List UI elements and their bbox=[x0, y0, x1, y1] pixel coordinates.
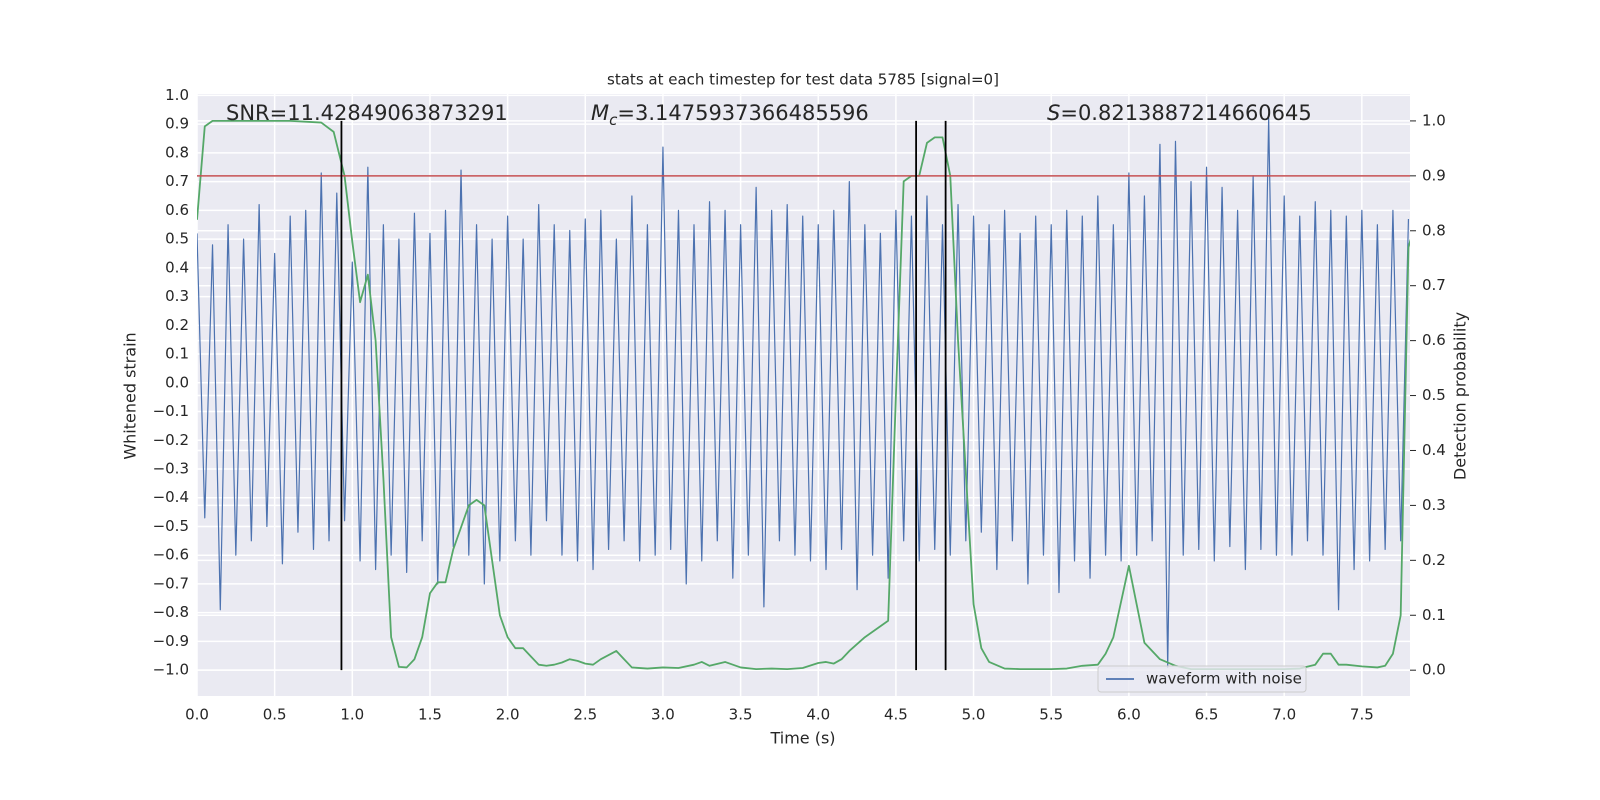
annotation: S=0.8213887214660645 bbox=[1047, 101, 1312, 125]
plot-layer bbox=[197, 117, 1410, 671]
y2-tick-label: 0.0 bbox=[1422, 661, 1446, 679]
y2-tick-label: 0.3 bbox=[1422, 496, 1446, 514]
annotation-symbol: M bbox=[591, 101, 609, 125]
x-tick-label: 5.5 bbox=[1039, 706, 1063, 724]
x-tick-label: 2.0 bbox=[496, 706, 520, 724]
y-tick-label: −0.7 bbox=[153, 574, 189, 592]
chart-title: stats at each timestep for test data 578… bbox=[607, 71, 999, 89]
y-tick-label: −0.4 bbox=[153, 488, 189, 506]
x-tick-label: 1.5 bbox=[418, 706, 442, 724]
y-tick-label: −0.1 bbox=[153, 402, 189, 420]
annotation: SNR=11.42849063873291 bbox=[226, 101, 508, 125]
y-tick-label: 0.8 bbox=[165, 143, 189, 161]
y-tick-label: −0.5 bbox=[153, 517, 189, 535]
y-axis-label: Whitened strain bbox=[121, 332, 140, 459]
y2-tick-label: 0.6 bbox=[1422, 331, 1446, 349]
y-tick-label: 0.1 bbox=[165, 345, 189, 363]
y2-axis-label: Detection probability bbox=[1451, 312, 1470, 480]
x-tick-label: 7.0 bbox=[1272, 706, 1296, 724]
annotation-text: =3.1475937366485596 bbox=[617, 101, 868, 125]
y2-tick-label: 0.4 bbox=[1422, 441, 1446, 459]
annotation-text: =0.8213887214660645 bbox=[1060, 101, 1311, 125]
x-tick-label: 5.0 bbox=[962, 706, 986, 724]
y2-tick-label: 0.7 bbox=[1422, 276, 1446, 294]
x-tick-label: 0.0 bbox=[185, 706, 209, 724]
annotation-subscript: c bbox=[609, 111, 618, 129]
y-tick-label: 0.0 bbox=[165, 373, 189, 391]
x-tick-label: 6.0 bbox=[1117, 706, 1141, 724]
y2-tick-label: 0.9 bbox=[1422, 166, 1446, 184]
x-tick-label: 3.0 bbox=[651, 706, 675, 724]
y-tick-label: 0.6 bbox=[165, 201, 189, 219]
y-tick-label: −0.2 bbox=[153, 431, 189, 449]
y-tick-label: 1.0 bbox=[165, 86, 189, 104]
x-tick-label: 3.5 bbox=[729, 706, 753, 724]
x-tick-label: 2.5 bbox=[573, 706, 597, 724]
y2-tick-label: 1.0 bbox=[1422, 111, 1446, 129]
y-tick-label: −0.9 bbox=[153, 632, 189, 650]
y-tick-label: −0.8 bbox=[153, 603, 189, 621]
legend-label: waveform with noise bbox=[1146, 670, 1302, 688]
y-tick-label: −0.3 bbox=[153, 459, 189, 477]
y-tick-label: −1.0 bbox=[153, 661, 189, 679]
legend-box bbox=[1097, 665, 1307, 693]
x-tick-label: 6.5 bbox=[1195, 706, 1219, 724]
y2-tick-label: 0.2 bbox=[1422, 551, 1446, 569]
annotation-text: SNR=11.42849063873291 bbox=[226, 101, 508, 125]
y-tick-label: −0.6 bbox=[153, 546, 189, 564]
x-tick-label: 4.5 bbox=[884, 706, 908, 724]
x-tick-label: 1.0 bbox=[340, 706, 364, 724]
annotation: Mc=3.1475937366485596 bbox=[591, 101, 869, 129]
y2-tick-label: 0.1 bbox=[1422, 606, 1446, 624]
y-tick-label: 0.5 bbox=[165, 230, 189, 248]
x-tick-label: 7.5 bbox=[1350, 706, 1374, 724]
series-line bbox=[197, 117, 1410, 668]
x-tick-label: 0.5 bbox=[263, 706, 287, 724]
annotation-symbol: S bbox=[1047, 101, 1060, 125]
y2-tick-label: 0.5 bbox=[1422, 386, 1446, 404]
y2-tick-label: 0.8 bbox=[1422, 221, 1446, 239]
y-tick-label: 0.4 bbox=[165, 258, 189, 276]
y-tick-label: 0.9 bbox=[165, 115, 189, 133]
x-axis-label: Time (s) bbox=[769, 729, 835, 748]
x-tick-label: 4.0 bbox=[806, 706, 830, 724]
series-line bbox=[197, 120, 1410, 670]
y-tick-label: 0.7 bbox=[165, 172, 189, 190]
y-tick-label: 0.2 bbox=[165, 316, 189, 334]
y-tick-label: 0.3 bbox=[165, 287, 189, 305]
